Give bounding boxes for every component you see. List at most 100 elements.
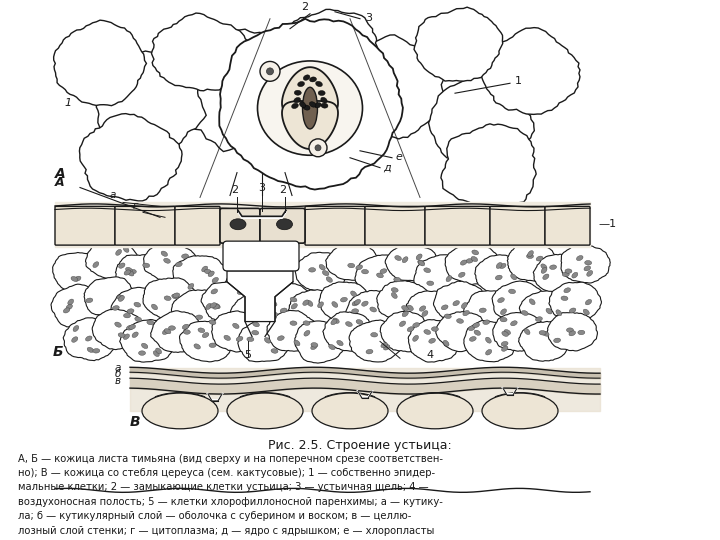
Ellipse shape <box>181 254 189 259</box>
Ellipse shape <box>230 219 246 230</box>
Ellipse shape <box>271 313 276 319</box>
Ellipse shape <box>536 317 542 321</box>
Ellipse shape <box>480 308 486 313</box>
Polygon shape <box>151 13 253 91</box>
Text: 1: 1 <box>515 76 522 86</box>
Ellipse shape <box>294 97 300 103</box>
Ellipse shape <box>424 329 431 334</box>
Ellipse shape <box>202 266 207 272</box>
Ellipse shape <box>321 97 327 103</box>
Ellipse shape <box>142 393 218 429</box>
Ellipse shape <box>541 264 547 269</box>
Ellipse shape <box>143 263 150 268</box>
Ellipse shape <box>567 328 574 332</box>
Ellipse shape <box>485 337 491 343</box>
Ellipse shape <box>331 319 337 325</box>
Ellipse shape <box>341 298 347 302</box>
Polygon shape <box>289 289 342 334</box>
Ellipse shape <box>311 345 318 349</box>
Polygon shape <box>428 76 534 170</box>
Text: 5: 5 <box>245 350 251 360</box>
Polygon shape <box>171 29 308 152</box>
Ellipse shape <box>541 267 547 273</box>
Polygon shape <box>53 253 108 292</box>
Ellipse shape <box>276 219 292 230</box>
Ellipse shape <box>124 313 130 318</box>
Ellipse shape <box>116 249 122 255</box>
Ellipse shape <box>424 268 431 273</box>
Ellipse shape <box>578 330 585 335</box>
Ellipse shape <box>127 271 134 276</box>
FancyBboxPatch shape <box>260 208 305 243</box>
Ellipse shape <box>422 310 428 316</box>
Polygon shape <box>143 243 196 282</box>
Polygon shape <box>51 284 108 329</box>
Polygon shape <box>357 390 373 397</box>
Ellipse shape <box>141 343 148 348</box>
Ellipse shape <box>526 254 534 259</box>
Text: Б: Б <box>53 345 63 359</box>
Ellipse shape <box>521 310 528 315</box>
Polygon shape <box>445 245 498 285</box>
Ellipse shape <box>212 305 220 309</box>
Ellipse shape <box>184 330 190 334</box>
Ellipse shape <box>233 323 239 328</box>
Circle shape <box>260 62 280 82</box>
Text: В: В <box>130 415 140 429</box>
Ellipse shape <box>431 327 438 331</box>
Ellipse shape <box>198 328 204 333</box>
Ellipse shape <box>93 349 100 353</box>
Ellipse shape <box>510 321 517 326</box>
Polygon shape <box>230 293 286 334</box>
Polygon shape <box>346 291 402 334</box>
Ellipse shape <box>402 306 408 310</box>
FancyBboxPatch shape <box>220 208 260 243</box>
FancyBboxPatch shape <box>425 206 490 245</box>
Ellipse shape <box>460 260 467 265</box>
Ellipse shape <box>292 103 298 109</box>
Polygon shape <box>323 312 373 351</box>
Ellipse shape <box>312 393 388 429</box>
Ellipse shape <box>348 264 355 268</box>
Ellipse shape <box>361 301 368 306</box>
Ellipse shape <box>134 302 140 307</box>
Ellipse shape <box>570 308 576 313</box>
Ellipse shape <box>542 332 549 336</box>
Ellipse shape <box>500 318 507 322</box>
Polygon shape <box>171 290 230 333</box>
Ellipse shape <box>444 314 451 319</box>
Ellipse shape <box>271 301 277 306</box>
Text: мальные клетки; 2 — замыкающие клетки устьица; 3 — устьичная щель; 4 —: мальные клетки; 2 — замыкающие клетки ус… <box>18 482 428 492</box>
Text: 4: 4 <box>426 350 433 360</box>
Text: 1: 1 <box>64 98 71 108</box>
Ellipse shape <box>413 322 420 327</box>
Ellipse shape <box>504 329 510 335</box>
Ellipse shape <box>394 278 401 282</box>
Ellipse shape <box>549 265 557 269</box>
Ellipse shape <box>236 336 243 341</box>
Ellipse shape <box>280 308 287 313</box>
Ellipse shape <box>384 345 390 350</box>
Ellipse shape <box>303 321 310 326</box>
Ellipse shape <box>304 330 310 336</box>
Ellipse shape <box>118 295 125 301</box>
Polygon shape <box>408 320 460 362</box>
Ellipse shape <box>277 336 284 341</box>
Ellipse shape <box>554 338 561 343</box>
Ellipse shape <box>164 328 171 334</box>
Ellipse shape <box>129 325 135 329</box>
Ellipse shape <box>473 323 480 328</box>
Ellipse shape <box>427 281 433 286</box>
Polygon shape <box>464 291 517 332</box>
Polygon shape <box>519 291 574 333</box>
Text: А: А <box>55 167 66 180</box>
Ellipse shape <box>318 302 323 308</box>
Ellipse shape <box>173 293 180 298</box>
Ellipse shape <box>168 326 176 330</box>
Ellipse shape <box>86 298 93 302</box>
Polygon shape <box>355 255 410 295</box>
Ellipse shape <box>402 311 408 316</box>
Ellipse shape <box>264 338 271 343</box>
Ellipse shape <box>309 268 315 272</box>
Ellipse shape <box>416 254 422 260</box>
